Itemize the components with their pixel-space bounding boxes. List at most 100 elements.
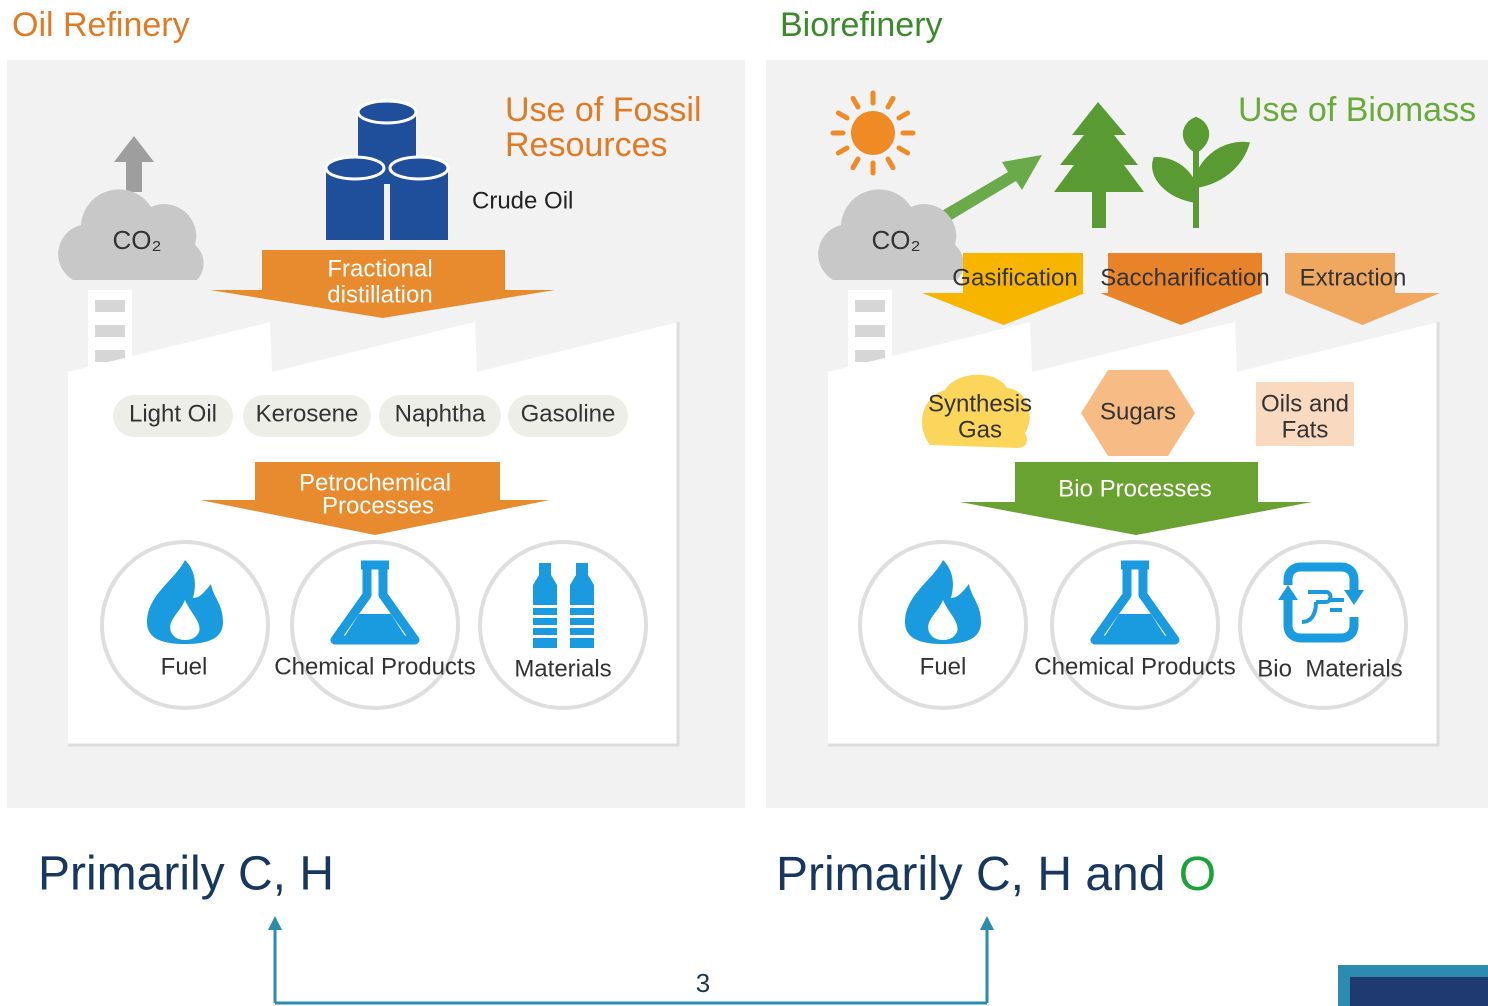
co2-cloud — [58, 189, 204, 280]
output-ring — [100, 540, 270, 710]
panel-title: Oil Refinery — [12, 6, 190, 44]
pretreatment-label: Gasification — [952, 264, 1077, 291]
oils-shape — [1256, 382, 1354, 446]
chimney-stripe — [855, 300, 885, 312]
petrochemical-arrow — [200, 462, 550, 535]
pretreatment-label: Extraction — [1300, 264, 1407, 291]
fraction-pill — [379, 395, 501, 437]
right-summary-oxygen: O — [1179, 848, 1216, 901]
fraction-label: Light Oil — [129, 400, 217, 427]
connector — [273, 928, 989, 1005]
co2-up-arrow — [114, 136, 154, 192]
factory-shadow — [828, 322, 1440, 747]
bottle-stripe — [570, 625, 594, 628]
bottle-stripe — [533, 635, 557, 638]
factory-shadow — [68, 322, 680, 747]
intermediate-label: Sugars — [1100, 398, 1176, 425]
extraction-arrow — [1285, 253, 1440, 325]
left-summary: Primarily C, H — [38, 848, 334, 901]
bottle-stripe — [570, 635, 594, 638]
sun-ray — [850, 95, 861, 110]
flask-liquid — [345, 614, 405, 636]
output-label: Fuel — [161, 653, 208, 680]
flask-icon — [330, 560, 420, 645]
gasification-arrow — [922, 253, 1085, 325]
process-label: distillation — [327, 281, 432, 308]
output-label: Chemical Products — [274, 653, 475, 680]
co2-cloud — [818, 189, 964, 280]
right-summary: Primarily C, H and O — [776, 848, 1216, 901]
intermediate-label: Synthesis — [928, 390, 1032, 417]
chimney-stripe — [95, 325, 125, 337]
output-ring — [1238, 540, 1408, 710]
sugars-shape — [1081, 370, 1195, 456]
chimney-stripe — [95, 350, 125, 362]
recycle-heads — [1278, 585, 1298, 600]
panel-title: Biorefinery — [780, 6, 943, 44]
plant — [1152, 116, 1251, 228]
resource-label: Use of Biomass — [1238, 91, 1476, 129]
page-number: 3 — [696, 968, 710, 998]
chimney-stripe — [855, 350, 885, 362]
sun-ray — [835, 110, 850, 121]
pretreatment-label: Saccharification — [1100, 264, 1269, 291]
barrel-top — [356, 99, 418, 125]
flask-icon — [1090, 560, 1180, 645]
resource-label: Resources — [505, 126, 668, 164]
synthesis-gas-shape — [922, 374, 1030, 448]
output-label: Bio Materials — [1257, 655, 1402, 682]
output-ring — [478, 540, 648, 710]
sun-ray — [835, 145, 850, 156]
sun-ray — [885, 156, 896, 171]
output-label: Chemical Products — [1034, 653, 1235, 680]
saccharification-arrow — [1100, 253, 1262, 325]
connector-heads — [268, 916, 994, 930]
output-ring — [858, 540, 1028, 710]
sun-ray — [885, 95, 896, 110]
fraction-pill — [508, 395, 628, 437]
barrel-top — [324, 155, 386, 181]
intermediate-label: Fats — [1282, 416, 1329, 443]
feedstock-label: Crude Oil — [472, 187, 573, 214]
bio-process-arrow — [960, 462, 1312, 535]
bottle-stripe — [570, 605, 594, 608]
co2-label: CO₂ — [871, 225, 920, 255]
sun-ray — [896, 110, 911, 121]
fraction-label: Gasoline — [521, 400, 616, 427]
process-label: Fractional — [327, 255, 432, 282]
process-label: Petrochemical — [299, 469, 451, 496]
right-summary-main: Primarily C, H and — [776, 848, 1179, 901]
intermediate-label: Gas — [958, 416, 1002, 443]
fraction-pill — [113, 395, 233, 437]
process-label: Processes — [322, 492, 434, 519]
recycle-head — [1344, 590, 1364, 605]
barrel-top — [388, 155, 450, 181]
bottle-stripe — [533, 625, 557, 628]
co2-label: CO₂ — [112, 225, 161, 255]
sun-ray — [896, 145, 911, 156]
fuel-icon — [905, 560, 981, 644]
bottle-stripe — [570, 615, 594, 618]
output-label: Materials — [514, 655, 611, 682]
resource-label: Use of Fossil — [505, 91, 702, 129]
output-label: Fuel — [920, 653, 967, 680]
recycle-icon — [1283, 562, 1359, 643]
fraction-label: Naphtha — [395, 400, 486, 427]
fraction-label: Kerosene — [256, 400, 359, 427]
sun — [851, 111, 895, 155]
intermediate-label: Oils and — [1261, 390, 1349, 417]
fraction-pill — [243, 395, 371, 437]
fuel-icon — [147, 560, 223, 644]
corner-block-inner — [1350, 977, 1488, 1006]
distillation-arrow — [210, 250, 555, 318]
chimney-stripe — [95, 300, 125, 312]
bottle-stripe — [533, 615, 557, 618]
process-label: Bio Processes — [1058, 475, 1211, 502]
flask-liquid — [1105, 614, 1165, 636]
recycle-glyph — [1301, 590, 1344, 624]
tree — [1054, 102, 1144, 228]
co2-absorb-arrow — [940, 155, 1042, 222]
chimney-stripe — [855, 325, 885, 337]
